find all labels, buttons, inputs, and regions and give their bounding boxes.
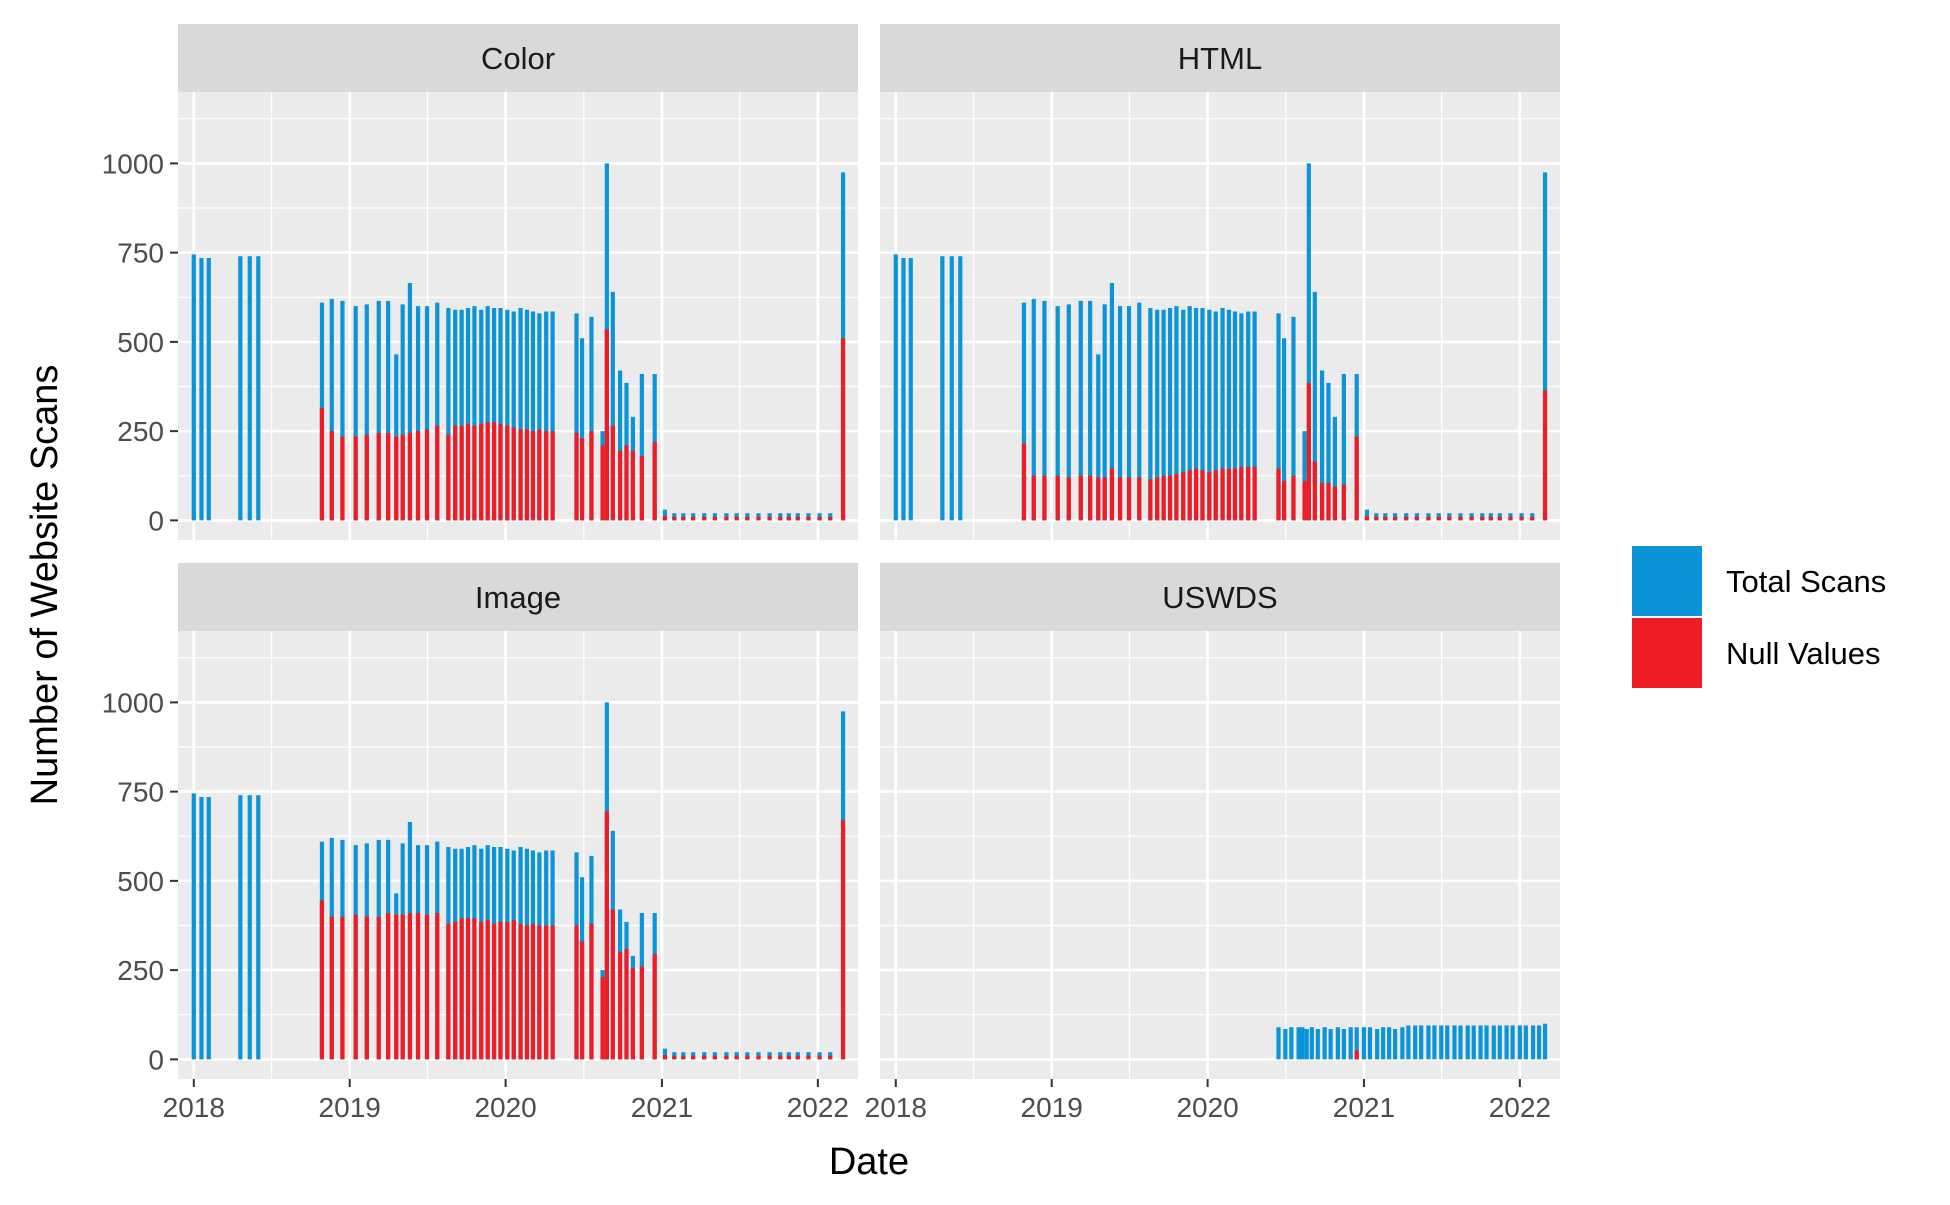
x-tick-label: 2018 [865,1092,927,1123]
facet-strip [880,563,1560,631]
facet-panel-image: Image 0 250 500 750 1000 2018 2019 2020 2021 2022 [102,563,858,1123]
panel-background [880,631,1560,1079]
facet-panel-color: Color 0 250 500 750 1000 [102,24,858,540]
y-tick-label: 0 [148,1044,164,1075]
legend: Total Scans Null Values [1632,546,1886,688]
y-tick-label: 500 [117,866,164,897]
x-axis-title: Date [829,1141,909,1183]
panel-background [178,92,858,540]
facet-strip [178,563,858,631]
facet-strip [178,24,858,92]
y-tick-label: 1000 [102,687,164,718]
facet-title: Image [475,580,561,615]
facet-panel-html: HTML [880,24,1560,540]
legend-swatch [1632,618,1702,688]
y-tick-label: 500 [117,327,164,358]
y-tick-label: 250 [117,416,164,447]
panel-background [880,92,1560,540]
x-tick-label: 2022 [787,1092,849,1123]
facet-title: Color [481,41,555,76]
facet-title: USWDS [1162,580,1277,615]
y-tick-label: 250 [117,955,164,986]
x-tick-label: 2019 [1021,1092,1083,1123]
facet-panel-uswds: USWDS 2018 2019 2020 2021 2022 [865,563,1560,1123]
y-tick-label: 750 [117,238,164,269]
legend-label: Null Values [1726,636,1881,671]
legend-swatch [1632,546,1702,616]
y-tick-label: 0 [148,505,164,536]
x-tick-label: 2020 [1176,1092,1238,1123]
facet-title: HTML [1178,41,1262,76]
x-tick-label: 2020 [474,1092,536,1123]
facet-strip [880,24,1560,92]
x-tick-label: 2022 [1489,1092,1551,1123]
panel-background [178,631,858,1079]
y-tick-label: 750 [117,777,164,808]
legend-label: Total Scans [1726,564,1886,599]
y-tick-label: 1000 [102,148,164,179]
x-tick-label: 2018 [163,1092,225,1123]
x-tick-label: 2021 [631,1092,693,1123]
x-tick-label: 2021 [1333,1092,1395,1123]
y-axis-title: Number of Website Scans [24,365,66,806]
x-tick-label: 2019 [319,1092,381,1123]
